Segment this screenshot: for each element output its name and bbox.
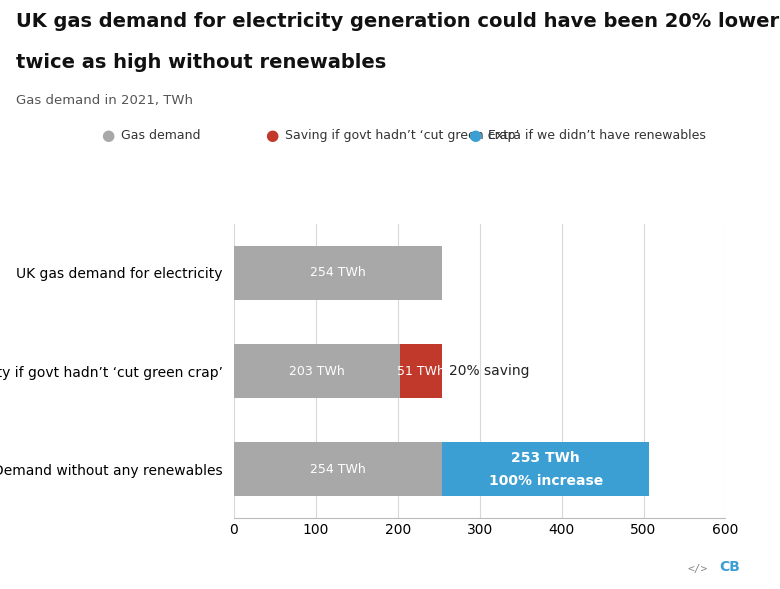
Bar [442, 442, 649, 496]
Text: 254 TWh: 254 TWh [310, 266, 366, 279]
Text: 253 TWh
100% increase: 253 TWh 100% increase [488, 451, 603, 488]
Text: Saving if govt hadn’t ‘cut green crap’: Saving if govt hadn’t ‘cut green crap’ [285, 129, 519, 142]
Text: 254 TWh: 254 TWh [310, 463, 366, 476]
Text: ●: ● [265, 128, 278, 143]
Text: Extra if we didn’t have renewables: Extra if we didn’t have renewables [488, 129, 705, 142]
Text: 203 TWh: 203 TWh [289, 365, 345, 378]
Bar [400, 344, 442, 398]
Bar [234, 344, 400, 398]
Text: 51 TWh: 51 TWh [397, 365, 445, 378]
Text: Gas demand: Gas demand [121, 129, 200, 142]
Text: UK gas demand for electricity generation could have been 20% lower – and would b: UK gas demand for electricity generation… [16, 12, 780, 31]
Text: ●: ● [468, 128, 481, 143]
Text: </>: </> [688, 564, 708, 574]
Text: 20% saving: 20% saving [448, 364, 529, 378]
Text: Gas demand in 2021, TWh: Gas demand in 2021, TWh [16, 94, 193, 107]
Text: twice as high without renewables: twice as high without renewables [16, 53, 386, 72]
Bar [234, 442, 442, 496]
Bar [234, 246, 442, 300]
Text: ●: ● [101, 128, 115, 143]
Text: CB: CB [719, 560, 739, 574]
